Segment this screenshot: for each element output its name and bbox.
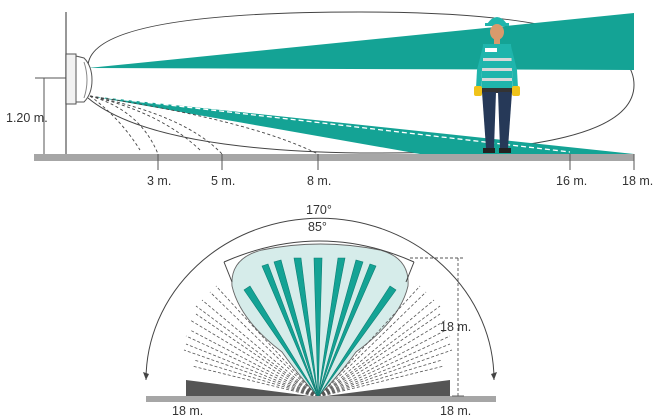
- right-arc-arrow: [491, 372, 497, 380]
- lower-teal-beam: [90, 96, 634, 154]
- left-arc-arrow: [143, 372, 149, 380]
- worker-person-icon: [474, 17, 520, 153]
- distance-label-16m: 16 m.: [556, 174, 587, 188]
- left-ground-wedge: [186, 380, 318, 397]
- right-ground-wedge: [318, 380, 450, 397]
- height-dimension: [35, 77, 66, 154]
- pir-sensor-icon: [65, 53, 93, 105]
- right-dashed-beams: [317, 285, 453, 398]
- narrow-angle-label: 85°: [308, 220, 327, 234]
- distance-label-3m: 3 m.: [147, 174, 171, 188]
- short-range-fan: [89, 95, 319, 155]
- range-label: 18 m.: [440, 320, 471, 334]
- range-dimension: [410, 257, 464, 397]
- inner-arc-85: [223, 240, 415, 263]
- left-range-label: 18 m.: [172, 404, 203, 418]
- wide-angle-label: 170°: [306, 203, 332, 217]
- distance-label-8m: 8 m.: [307, 174, 331, 188]
- ground-strip: [34, 154, 634, 161]
- outer-arc-170: [145, 217, 495, 381]
- top-view: 170° 85°: [143, 203, 497, 418]
- distance-label-5m: 5 m.: [211, 174, 235, 188]
- teal-center-beams: [243, 257, 397, 398]
- detection-outline: [87, 11, 635, 154]
- inner-arc-left-tick: [223, 261, 233, 283]
- distance-label-18m: 18 m.: [622, 174, 653, 188]
- side-view: 1.20 m. 3 m. 5 m. 8 m. 16 m. 18 m.: [6, 11, 653, 188]
- right-range-label: 18 m.: [440, 404, 471, 418]
- mount-height-label: 1.20 m.: [6, 111, 48, 125]
- upper-teal-beam: [88, 13, 634, 70]
- left-dashed-beams: [183, 285, 319, 398]
- inner-arc-right-tick: [405, 261, 415, 283]
- distance-ticks: [157, 154, 635, 170]
- top-view-ground: [146, 396, 496, 402]
- lower-beam-dash: [91, 95, 571, 153]
